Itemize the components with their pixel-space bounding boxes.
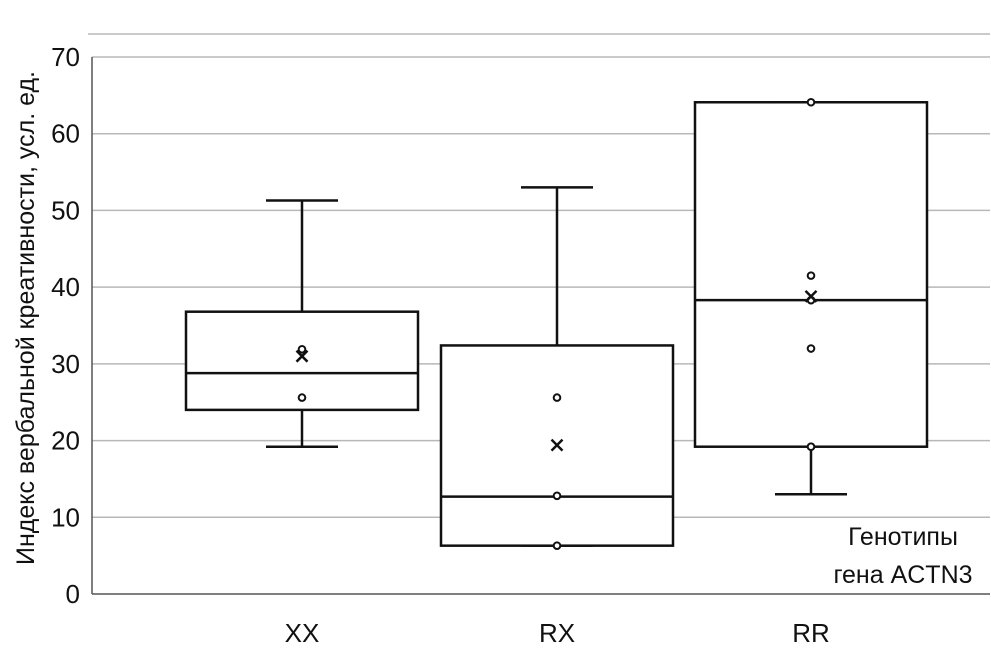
box-group-rr xyxy=(693,97,929,496)
x-category-label: RR xyxy=(792,618,830,648)
data-point xyxy=(806,442,816,452)
box-group-rx xyxy=(439,186,675,550)
y-tick-labels: 0 10 20 30 40 50 60 70 xyxy=(51,42,80,609)
data-point xyxy=(552,491,562,501)
mean-marker-stroke-b xyxy=(804,289,818,303)
annotation-line-1: Генотипы xyxy=(848,523,958,551)
x-category-label: RX xyxy=(539,618,575,648)
data-point xyxy=(806,344,816,353)
y-tick-label: 20 xyxy=(51,426,80,456)
y-tick-label: 10 xyxy=(51,502,80,532)
y-tick-label: 30 xyxy=(51,349,80,379)
data-point xyxy=(297,344,307,354)
y-axis-title: Индекс вербальной креативности, усл. ед. xyxy=(12,71,40,565)
data-point xyxy=(297,393,307,402)
annotation-line-2: гена ACTN3 xyxy=(833,561,972,589)
data-point xyxy=(552,393,562,402)
data-point xyxy=(806,271,816,280)
x-category-labels: XX RX RR xyxy=(285,618,830,648)
y-tick-label: 70 xyxy=(51,42,80,72)
mean-marker-stroke-b xyxy=(550,438,564,452)
y-tick-label: 50 xyxy=(51,195,80,225)
box-group-xx xyxy=(184,199,420,448)
y-tick-label: 60 xyxy=(51,119,80,149)
y-tick-label: 0 xyxy=(66,579,80,609)
x-category-label: XX xyxy=(285,618,320,648)
y-tick-label: 40 xyxy=(51,272,80,302)
boxes xyxy=(184,97,929,550)
data-point xyxy=(806,97,816,107)
data-point xyxy=(552,541,562,550)
mean-marker-stroke-b xyxy=(295,349,309,363)
